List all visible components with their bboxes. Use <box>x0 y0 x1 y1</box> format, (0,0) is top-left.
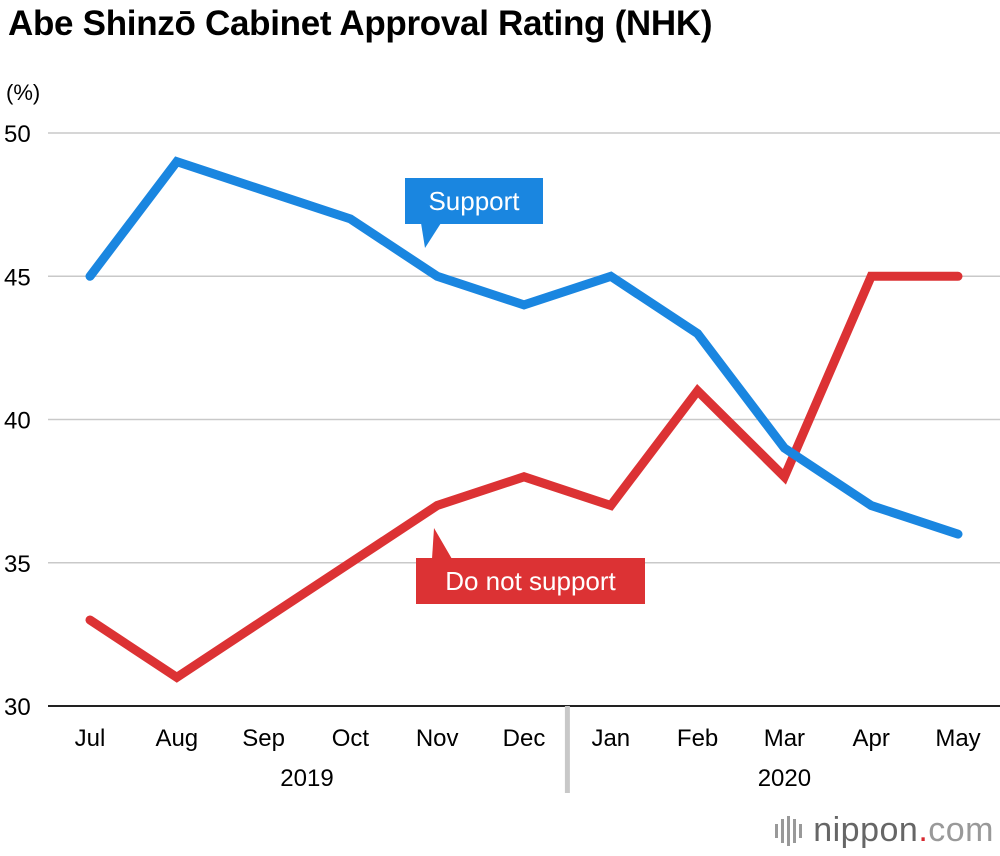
series-line <box>85 156 963 539</box>
series-callout: Do not support <box>416 528 645 604</box>
logo-bars-icon <box>775 815 805 846</box>
year-label: 2019 <box>280 765 333 792</box>
x-tick-label: May <box>935 725 980 752</box>
x-tick-label: Feb <box>677 725 718 752</box>
series-line <box>85 271 963 683</box>
series-name-label: Support <box>428 186 520 216</box>
x-tick-label: Jul <box>75 725 106 752</box>
y-tick-label: 35 <box>4 551 31 578</box>
x-tick-labels: Jul Aug Sep Oct Nov Dec Jan Feb Mar Apr May <box>75 725 981 752</box>
series-callout: Support <box>405 178 543 248</box>
x-tick-label: Sep <box>242 725 285 752</box>
x-tick-label: Nov <box>416 725 459 752</box>
chart-title: Abe Shinzō Cabinet Approval Rating (NHK) <box>8 4 713 43</box>
logo-brand: nippon <box>813 811 919 849</box>
callout-box <box>416 558 645 604</box>
x-tick-label: Apr <box>853 725 890 752</box>
series-callouts: Support Do not support <box>405 178 645 604</box>
logo-dot: . <box>918 811 929 849</box>
y-axis-unit: (%) <box>6 80 40 105</box>
callout-tail <box>432 528 452 559</box>
year-label: 2020 <box>758 765 811 792</box>
x-tick-label: Aug <box>155 725 198 752</box>
nippon-logo: nippon. com <box>775 811 994 850</box>
x-tick-label: Mar <box>764 725 805 752</box>
x-tick-label: Oct <box>332 725 370 752</box>
callout-tail <box>421 223 441 248</box>
y-tick-label: 45 <box>4 264 31 291</box>
y-tick-label: 50 <box>4 121 31 148</box>
series-lines <box>85 156 963 683</box>
x-tick-label: Dec <box>503 725 546 752</box>
callout-box <box>405 178 543 224</box>
x-tick-label: Jan <box>591 725 630 752</box>
y-tick-label: 30 <box>4 694 31 721</box>
series-name-label: Do not support <box>445 566 616 596</box>
y-tick-labels: 30 35 40 45 50 <box>4 121 31 721</box>
y-tick-label: 40 <box>4 408 31 435</box>
year-labels: 2019 2020 <box>280 765 811 792</box>
logo-suffix: com <box>928 811 994 849</box>
